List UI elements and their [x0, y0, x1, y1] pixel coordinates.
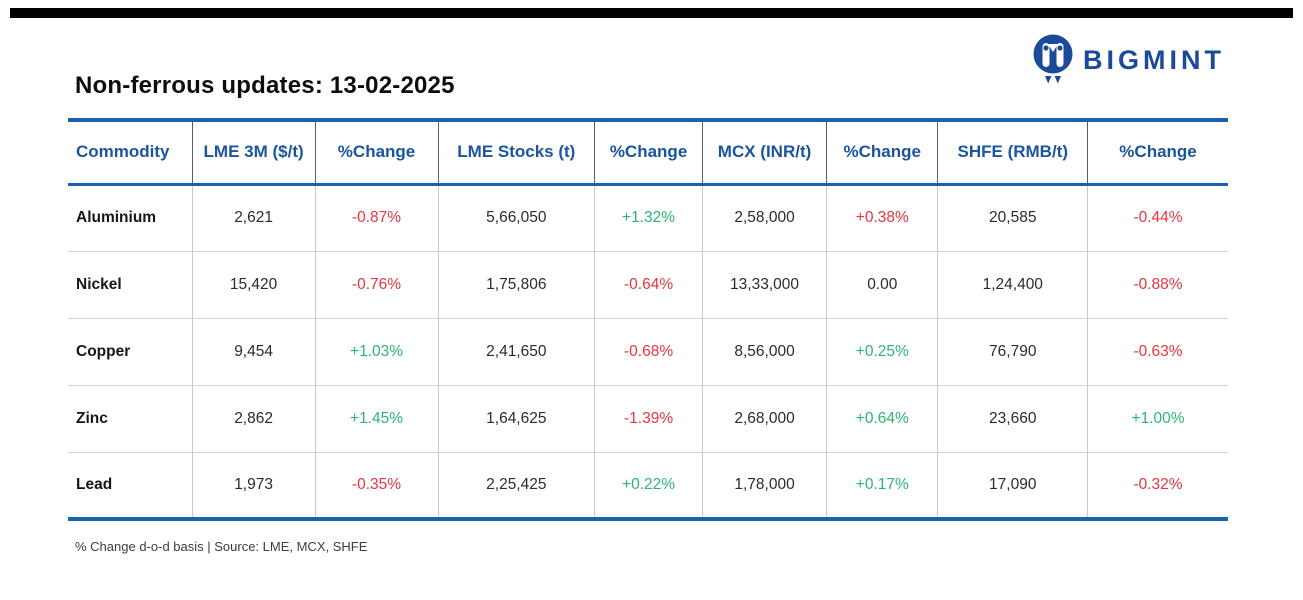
table-header-row: Commodity LME 3M ($/t) %Change LME Stocks (…	[68, 120, 1228, 186]
table-row-nickel: Nickel 15,420 -0.76% 1,75,806 -0.64% 13,33,00…	[68, 250, 1228, 318]
change-cell: +0.22%	[594, 451, 703, 519]
commodity-cell: Aluminium	[76, 209, 157, 226]
value-cell: 13,33,000	[701, 250, 827, 318]
change-cell: +0.17%	[826, 451, 938, 519]
change-cell: -0.44%	[1087, 184, 1228, 251]
change-cell: -0.68%	[594, 317, 703, 385]
change-cell: +1.03%	[314, 317, 439, 385]
change-cell: -0.63%	[1087, 317, 1228, 385]
value-cell: 1,24,400	[937, 250, 1088, 318]
column-header-4: %Change	[594, 120, 703, 186]
value-cell: 9,454	[191, 317, 316, 385]
value-cell: 15,420	[191, 250, 316, 318]
change-cell: -0.35%	[314, 451, 439, 519]
commodity-cell: Zinc	[68, 384, 193, 452]
column-header-6: %Change	[826, 120, 938, 186]
change-cell: -1.39%	[594, 384, 703, 452]
change-cell: -0.87%	[314, 184, 439, 251]
column-header-8: %Change	[1087, 120, 1228, 186]
change-cell: -0.88%	[1087, 250, 1228, 318]
change-cell: +0.64%	[826, 384, 938, 452]
change-cell: 0.00	[826, 250, 938, 318]
table-body: Aluminium 2,621 -0.87% 5,66,050 +1.32% 2,58,0…	[68, 184, 1228, 519]
table-row-lead: Lead 1,973 -0.35% 2,25,425 +0.22% 1,78,000 +0.…	[68, 451, 1228, 519]
table-row-zinc: Zinc 2,862 +1.45% 1,64,625 -1.39% 2,68,000 +0.…	[68, 384, 1228, 452]
commodity-cell: Copper	[68, 317, 193, 385]
value-cell: 17,090	[937, 451, 1088, 519]
change-cell: +1.32%	[594, 184, 703, 251]
bigmint-logo-icon	[1033, 34, 1073, 84]
value-cell: 2,41,650	[437, 317, 595, 385]
change-cell: +0.25%	[826, 317, 938, 385]
column-header-5: MCX (INR/t)	[701, 120, 827, 186]
column-header-3: LME Stocks (t)	[437, 120, 595, 186]
brand-logo: BIGMINT	[1032, 34, 1225, 86]
commodity-cell: Lead	[68, 451, 193, 519]
value-cell: 20,585	[937, 184, 1088, 251]
value-cell: 1,78,000	[701, 451, 827, 519]
column-header-1: LME 3M ($/t)	[191, 120, 316, 186]
change-cell: -0.64%	[594, 250, 703, 318]
change-cell: +0.38%	[826, 184, 938, 251]
commodity-table-container: Commodity LME 3M ($/t) %Change LME Stocks (…	[68, 118, 1228, 521]
value-cell: 2,621	[191, 184, 316, 251]
value-cell: 1,973	[191, 451, 316, 519]
change-cell: +1.00%	[1087, 384, 1228, 452]
value-cell: 76,790	[937, 317, 1088, 385]
value-cell: 2,68,000	[701, 384, 827, 452]
change-cell: -0.32%	[1087, 451, 1228, 519]
value-cell: 2,862	[191, 384, 316, 452]
value-cell: 2,25,425	[437, 451, 595, 519]
commodity-cell: Nickel	[68, 250, 193, 318]
value-cell: 2,58,000	[701, 184, 827, 251]
table-row-copper: Copper 9,454 +1.03% 2,41,650 -0.68% 8,56,000 +…	[68, 317, 1228, 385]
source-note: % Change d-o-d basis | Source: LME, MCX,…	[75, 539, 368, 554]
value-cell: 8,56,000	[701, 317, 827, 385]
top-divider-bar	[10, 8, 1293, 18]
value-cell: 23,660	[937, 384, 1088, 452]
table-row-aluminium: Aluminium 2,621 -0.87% 5,66,050 +1.32% 2,58,0…	[68, 184, 1228, 251]
brand-name: BIGMINT	[1083, 44, 1225, 75]
change-cell: -0.76%	[314, 250, 439, 318]
page-title: Non-ferrous updates: 13-02-2025	[75, 72, 455, 99]
column-header-2: %Change	[314, 120, 439, 186]
change-cell: +1.45%	[314, 384, 439, 452]
commodity-table: Commodity LME 3M ($/t) %Change LME Stocks (…	[68, 118, 1228, 521]
column-header-7: SHFE (RMB/t)	[937, 120, 1088, 186]
column-header-0: Commodity	[68, 120, 193, 186]
value-cell: 5,66,050	[437, 184, 595, 251]
value-cell: 1,64,625	[437, 384, 595, 452]
value-cell: 1,75,806	[437, 250, 595, 318]
